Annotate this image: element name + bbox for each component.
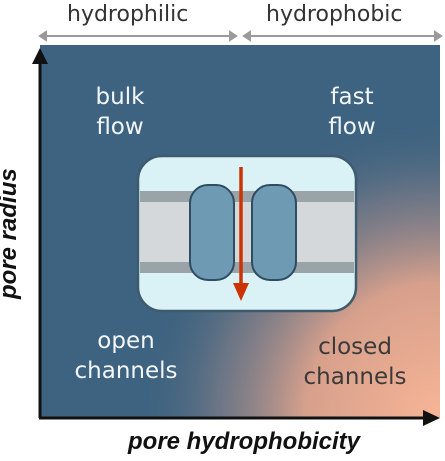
membrane-top-strip bbox=[140, 191, 354, 202]
panel-gradient bbox=[40, 45, 440, 418]
membrane-core bbox=[140, 202, 354, 262]
x-axis-label: pore hydrophobicity bbox=[128, 428, 361, 455]
channel-illustration bbox=[136, 154, 358, 313]
protein-left-subunit bbox=[189, 184, 235, 281]
region-top-left-line1: bulk bbox=[95, 84, 145, 110]
hydrophilic-label: hydrophilic bbox=[67, 2, 189, 27]
region-bottom-right-line2: channels bbox=[303, 364, 407, 390]
region-bottom-right-line1: closed bbox=[318, 334, 392, 360]
region-top-right-line2: flow bbox=[328, 114, 376, 140]
hydrophobic-bracket-right-cap bbox=[434, 30, 443, 42]
region-top-right-line1: fast bbox=[330, 84, 374, 110]
region-top-left: bulk flow bbox=[70, 82, 170, 142]
protein-right-subunit bbox=[251, 184, 297, 281]
membrane-bottom-strip bbox=[140, 262, 354, 273]
region-bottom-left-line1: open bbox=[97, 328, 155, 354]
flow-arrow-head bbox=[233, 283, 249, 301]
y-axis-label: pore radius bbox=[0, 168, 22, 299]
hydrophilic-bracket-left-cap bbox=[38, 30, 47, 42]
y-axis-arrowhead bbox=[32, 48, 48, 64]
hydrophilic-bracket-right-cap bbox=[229, 30, 238, 42]
hydrophobic-bracket-left-cap bbox=[242, 30, 251, 42]
region-bottom-left-line2: channels bbox=[74, 358, 178, 384]
region-bottom-right: closed channels bbox=[290, 332, 420, 392]
region-top-left-line2: flow bbox=[96, 114, 144, 140]
phase-panel bbox=[40, 45, 440, 418]
region-top-right: fast flow bbox=[302, 82, 402, 142]
hydrophobic-label: hydrophobic bbox=[266, 2, 403, 27]
x-axis-arrowhead bbox=[423, 410, 440, 426]
region-bottom-left: open channels bbox=[66, 326, 186, 386]
